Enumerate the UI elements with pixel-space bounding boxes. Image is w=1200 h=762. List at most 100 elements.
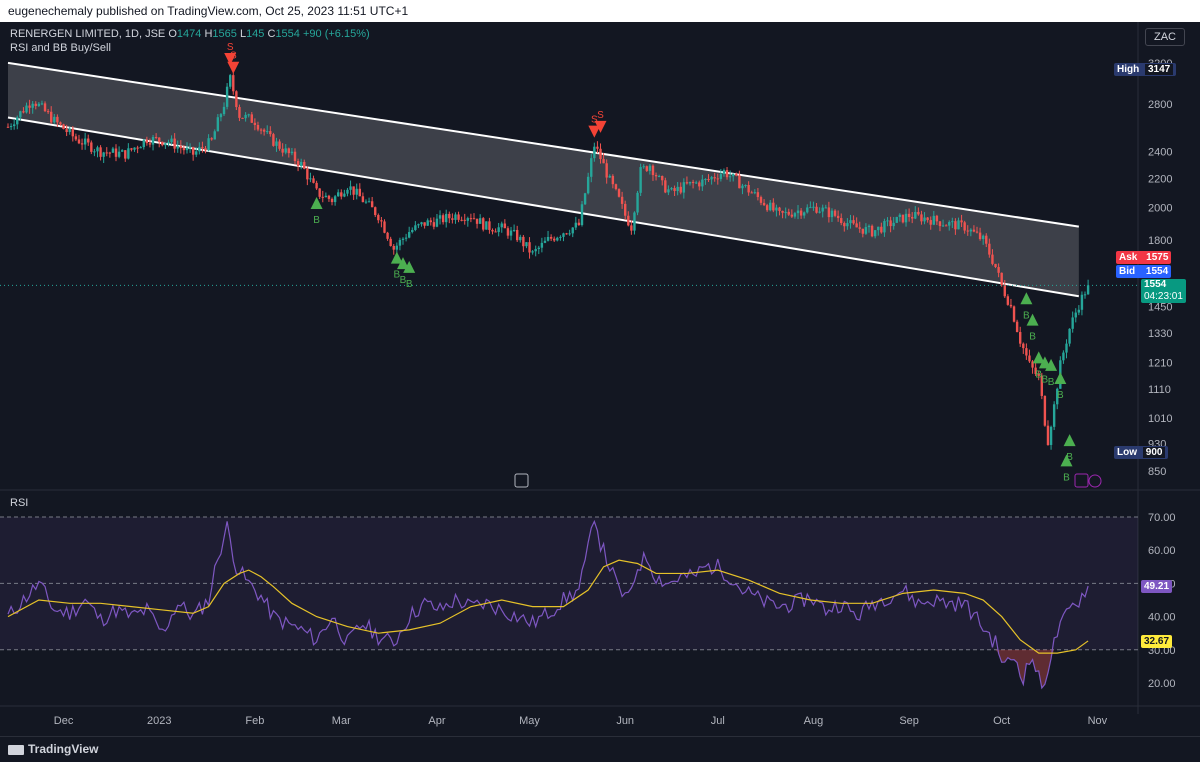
candle-body: [645, 166, 649, 171]
candle-body: [1077, 309, 1081, 313]
bid-tag-value: 1554: [1145, 266, 1169, 277]
candle-body: [204, 148, 207, 151]
candle-body: [867, 225, 871, 228]
candle-body: [883, 221, 886, 233]
candle-body: [25, 105, 28, 113]
candle-body: [445, 213, 448, 223]
candle-body: [642, 166, 645, 168]
candle-body: [460, 219, 463, 221]
candle-body: [312, 178, 315, 183]
candle-body: [954, 221, 957, 230]
footer-bar: TradingView: [0, 736, 1200, 762]
buy-signal-label: B: [1035, 369, 1042, 380]
candle-body: [1025, 348, 1028, 356]
candle-body: [232, 75, 235, 92]
candle-body: [858, 227, 861, 229]
candle-body: [1043, 395, 1047, 426]
chart-canvas[interactable]: 8509301010111012101330145018002000220024…: [0, 22, 1200, 736]
candle-body: [861, 228, 865, 234]
candle-body: [978, 232, 982, 240]
candle-body: [802, 212, 806, 216]
candle-body: [281, 148, 284, 153]
candle-body: [1037, 373, 1040, 376]
candle-body: [670, 188, 673, 190]
candle-body: [349, 186, 352, 190]
candle-body: [40, 103, 44, 105]
candle-body: [537, 247, 540, 250]
rsi-value-tag: 49.21: [1141, 580, 1173, 593]
candle-body: [80, 143, 84, 145]
channel-upper-line: [7, 61, 1079, 228]
candle-body: [713, 177, 716, 179]
candle-body: [401, 238, 405, 240]
candle-body: [50, 111, 53, 123]
candle-body: [99, 147, 102, 157]
candle-body: [22, 111, 25, 113]
candle-body: [735, 173, 738, 176]
price-tick-label: 850: [1148, 466, 1166, 478]
indicator-name: RSI and BB Buy/Sell: [10, 42, 111, 54]
candle-body: [77, 139, 81, 144]
candle-body: [515, 229, 519, 241]
ask-tag-label: Ask: [1119, 252, 1138, 263]
tradingview-logo[interactable]: TradingView: [8, 742, 98, 756]
candle-body: [361, 196, 365, 203]
rsi-ma-line: [7, 559, 1089, 654]
candle-body: [691, 181, 695, 184]
candle-body: [951, 221, 954, 223]
candle-body: [972, 229, 976, 232]
buy-signal-label: B: [1066, 452, 1073, 463]
time-tick-label: Jun: [616, 715, 634, 727]
candle-body: [698, 182, 701, 187]
candle-body: [448, 213, 451, 219]
sell-signal-label: S: [591, 115, 598, 126]
candle-body: [846, 223, 849, 227]
candle-body: [383, 221, 386, 233]
candle-body: [543, 240, 547, 243]
buy-signal-label: B: [1048, 377, 1055, 388]
currency-button[interactable]: ZAC: [1145, 28, 1185, 46]
publisher-bar: eugenechemaly published on TradingView.c…: [0, 0, 1200, 22]
candle-body: [398, 239, 402, 246]
price-tick-label: 1010: [1148, 413, 1172, 425]
candle-body: [568, 233, 571, 235]
candle-body: [43, 103, 47, 112]
buy-signal-arrow: [397, 257, 410, 270]
symbol-legend[interactable]: RENERGEN LIMITED, 1D, JSE O1474 H1565 L1…: [10, 28, 370, 40]
candle-body: [176, 146, 179, 149]
candle-body: [904, 213, 908, 223]
rsi-pane-label: RSI: [10, 497, 29, 509]
candle-body: [333, 196, 337, 203]
candle-body: [429, 220, 432, 223]
candle-body: [420, 222, 423, 225]
candle-body: [889, 220, 892, 227]
indicator-legend[interactable]: RSI and BB Buy/Sell: [10, 42, 111, 54]
change-value: +90 (+6.15%): [302, 28, 370, 40]
candle-body: [389, 238, 392, 246]
candle-body: [228, 75, 232, 87]
candle-body: [540, 242, 544, 248]
signals: BBBBBBBBBBBBSSSS: [224, 42, 1076, 483]
candle-body: [586, 176, 590, 194]
time-axis: Dec 2023 Feb Mar Apr May Jun Jul Aug Sep Oct Nov: [54, 715, 1108, 727]
candle-body: [56, 116, 59, 123]
candle-body: [337, 192, 340, 197]
candle-body: [1015, 321, 1019, 333]
candle-body: [1040, 375, 1044, 396]
candle-body: [790, 214, 794, 217]
candle-body: [565, 233, 568, 235]
candle-body: [59, 122, 62, 125]
candle-body: [71, 128, 75, 137]
candle-body: [593, 146, 596, 159]
candle-body: [500, 223, 503, 228]
candle-body: [1006, 296, 1010, 305]
candle-body: [772, 202, 775, 211]
candle-body: [133, 147, 136, 150]
candle-body: [744, 184, 747, 186]
time-tick-label: Apr: [428, 715, 445, 727]
candle-body: [1052, 404, 1056, 427]
candle-body: [68, 128, 71, 133]
close-label: C: [267, 28, 276, 40]
candle-body: [907, 213, 911, 218]
candle-body: [111, 148, 115, 153]
